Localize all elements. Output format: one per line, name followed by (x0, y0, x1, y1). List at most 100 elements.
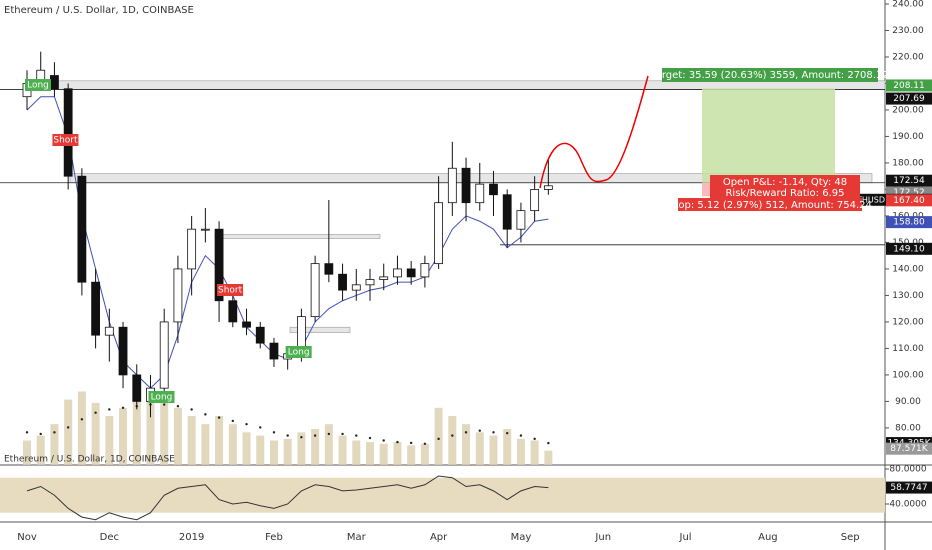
stop-tag: 167.40 (893, 196, 925, 206)
volume-ma-dot (313, 434, 317, 437)
volume-ma-dot (355, 434, 358, 437)
volume-bar (269, 440, 278, 465)
volume-bar (434, 407, 443, 465)
target-tag: 208.11 (893, 81, 925, 91)
signal-box (148, 391, 175, 403)
candle-body (173, 268, 183, 323)
level-tag-bg (886, 242, 932, 255)
chart-title: Ethereum / U.S. Dollar, 1D, COINBASE (4, 5, 194, 16)
candle-body (200, 228, 210, 231)
volume-ma-dot (66, 426, 70, 429)
x-tick-label: Sep (841, 532, 860, 543)
rsi-tag: 58.7747 (890, 483, 927, 493)
y-tick-label: 240.00 (892, 0, 924, 9)
volume-ma-dot (245, 422, 248, 426)
signal-label: Long (151, 393, 173, 403)
band-tag: 158.80 (893, 218, 925, 228)
candle-body (242, 321, 251, 328)
candle-body (214, 228, 224, 302)
volume-bar (297, 432, 306, 465)
rsi-band (0, 477, 885, 513)
volume-ma-dot (533, 437, 536, 441)
candle-body (475, 183, 485, 204)
volume-bar (132, 399, 141, 465)
rr-text: Risk/Reward Ratio: 6.95 (725, 188, 844, 199)
x-tick-label: 2019 (179, 532, 204, 543)
volume-bar (324, 424, 333, 465)
candle-body (104, 326, 114, 336)
volume-bar (173, 407, 182, 465)
candle-body (502, 194, 512, 230)
y-tick-label: 140.00 (892, 264, 924, 274)
target-box (662, 68, 878, 82)
y-tick-label: 110.00 (892, 344, 924, 354)
volume-ma-dot (423, 442, 427, 445)
volume-bar (119, 407, 128, 465)
level-tag: 149.10 (893, 244, 925, 254)
y-tick-label: 220.00 (892, 52, 924, 62)
candle-body (365, 279, 375, 286)
volume-bar (544, 450, 553, 465)
volume-bar (352, 440, 361, 465)
volume-ma-dot (121, 406, 125, 410)
volume-ma-dot (272, 431, 276, 434)
volume-tag-bg (886, 442, 932, 455)
volume-bar (228, 424, 237, 465)
candle-body (132, 374, 142, 402)
symbol-bg (860, 193, 886, 206)
signal-box (217, 284, 244, 296)
zone (29, 80, 886, 90)
y-tick-label: 130.00 (892, 291, 924, 301)
y-tick-label: 200.00 (892, 105, 924, 115)
x-tick-label: Jul (679, 532, 692, 543)
zone (289, 326, 351, 333)
x-tick-label: May (511, 532, 532, 543)
volume-ma-dot (108, 408, 111, 411)
stop-tag-bg (886, 194, 932, 207)
level-tag-bg (886, 174, 932, 187)
volume-title: Ethereum / U.S. Dollar, 1D, COINBASE (4, 455, 175, 465)
x-tick-label: Jun (594, 532, 611, 543)
volume-ma-dot (53, 431, 56, 434)
volume-ma-dot (451, 434, 454, 437)
candle-body (516, 210, 526, 230)
volume-bar (215, 416, 224, 465)
x-tick-label: Mar (347, 532, 367, 543)
volume-bar (462, 424, 471, 465)
volume-ma-dot (39, 432, 42, 436)
signal-label: Short (218, 286, 243, 296)
candle-body (434, 202, 444, 265)
rsi-tick-label: 80.0000 (889, 465, 926, 475)
volume-ma-dot (437, 437, 440, 441)
candle-body (379, 276, 389, 280)
volume-bar (91, 402, 100, 465)
target-tag-bg (886, 79, 932, 92)
volume-bar (379, 443, 388, 465)
volume-ma-dot (286, 434, 289, 437)
candle-body (324, 263, 334, 275)
volume-bar (146, 396, 155, 465)
candle-body (338, 273, 347, 291)
stop-text: Stop: 5.12 (2.97%) 512, Amount: 754.24 (668, 200, 872, 211)
candle-body (50, 75, 59, 90)
volume-ma-dot (478, 429, 481, 432)
y-tick-label: 190.00 (892, 132, 924, 142)
y-tick-label: 230.00 (892, 26, 924, 36)
volume-ma-dot (492, 431, 495, 434)
volume-bar (366, 442, 374, 465)
volume-bar (448, 416, 457, 465)
volume-bar (256, 435, 265, 465)
rsi-tick-label: 40.0000 (889, 499, 926, 509)
y-tick-label: 80.00 (895, 423, 921, 433)
signal-box (52, 134, 79, 146)
signal-label: Long (27, 81, 49, 91)
level-tag: 207.69 (893, 94, 925, 104)
y-tick-label: 90.00 (895, 397, 921, 407)
volume-ma-dot (259, 426, 262, 429)
level-tag: 172.54 (893, 176, 925, 186)
volume-tag: 87.571K (890, 444, 928, 454)
volume-ma-dot (506, 431, 509, 435)
volume-bar (503, 429, 512, 465)
volume-ma-dot (396, 440, 399, 444)
